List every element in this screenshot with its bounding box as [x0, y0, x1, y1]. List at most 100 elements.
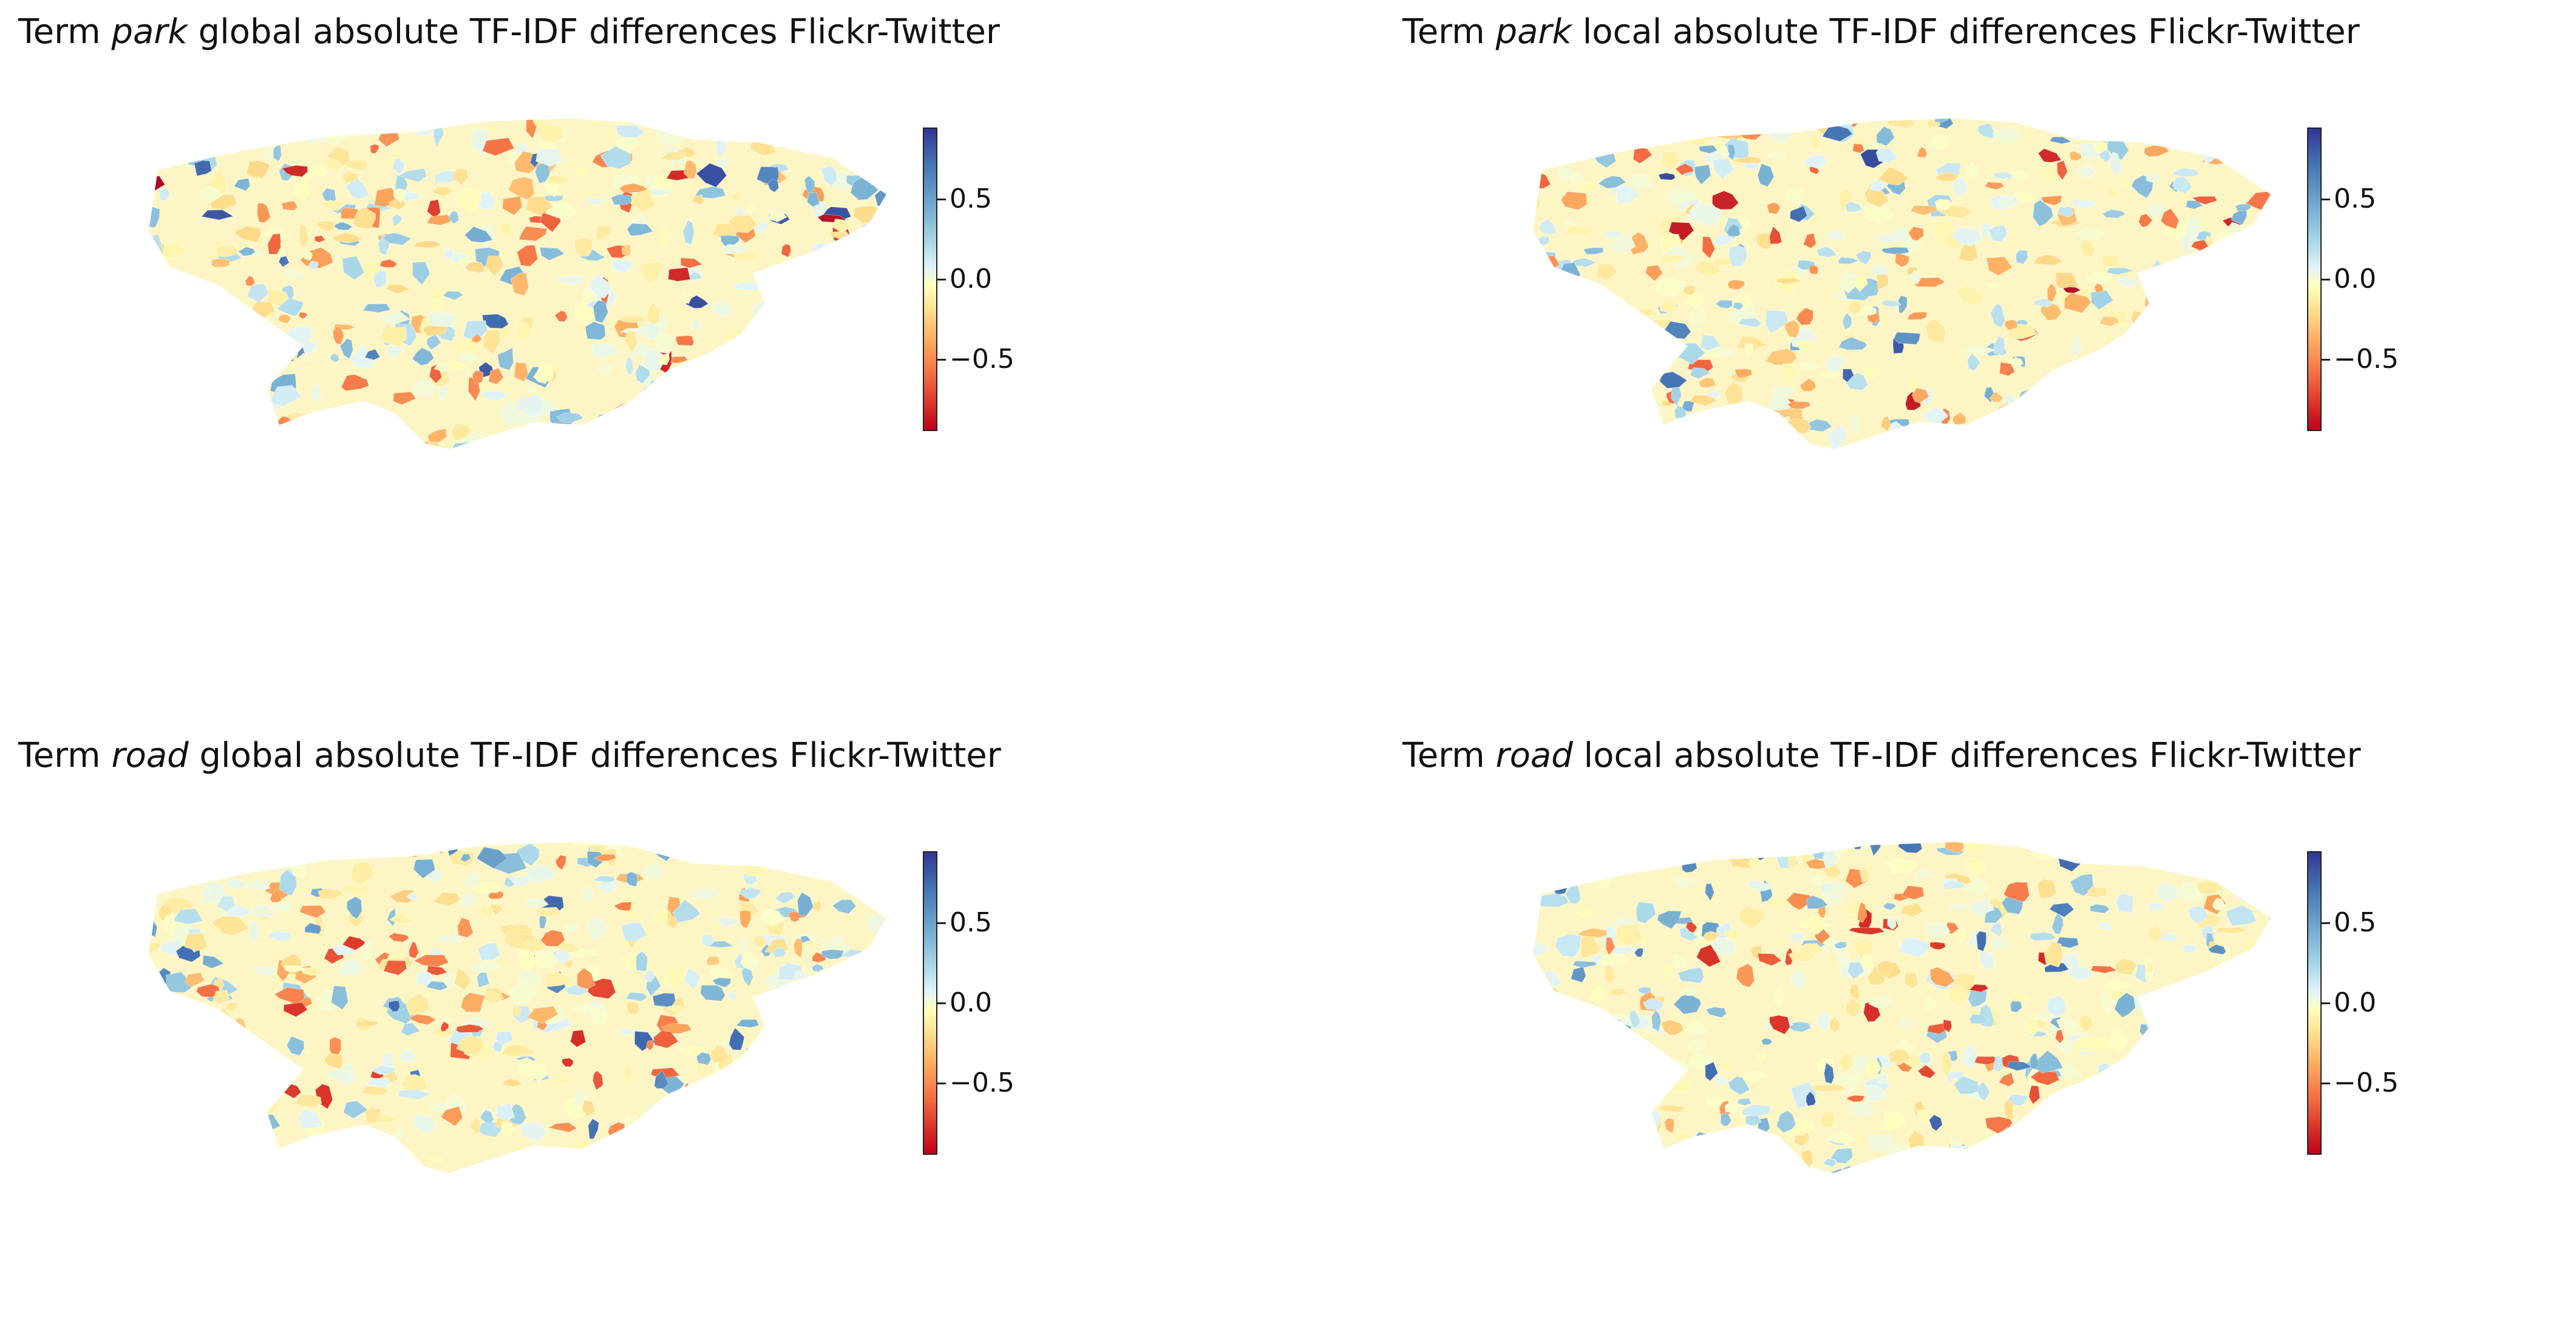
map-region — [1677, 967, 1705, 984]
map-region — [2271, 943, 2281, 957]
map-region — [2106, 267, 2135, 275]
map-region — [739, 909, 752, 929]
map-region — [552, 1075, 569, 1084]
map-region — [668, 267, 691, 282]
map-region — [1738, 906, 1765, 930]
map-region — [1786, 401, 1811, 410]
map-region — [2265, 260, 2271, 276]
map-region — [1776, 1110, 1796, 1134]
map-region — [574, 1089, 585, 1104]
map-region — [2224, 124, 2251, 146]
map-region — [2192, 382, 2214, 396]
map-region — [1775, 277, 1802, 285]
map-region — [774, 296, 784, 320]
map-region — [1842, 1165, 1856, 1173]
map-region — [1968, 987, 1988, 1008]
map-region — [266, 842, 292, 851]
map-region — [2217, 1049, 2233, 1068]
map-region — [1594, 384, 1620, 402]
map-region — [481, 313, 509, 329]
map-region — [1597, 373, 1626, 381]
map-region — [1654, 277, 1685, 297]
map-region — [596, 364, 613, 376]
map-region — [829, 295, 842, 318]
map-region — [644, 842, 658, 848]
map-region — [878, 318, 886, 337]
map-region — [2181, 944, 2198, 953]
map-region — [1790, 932, 1804, 943]
map-region — [425, 981, 449, 991]
map-region — [1786, 892, 1813, 911]
map-region — [1676, 845, 1704, 866]
map-region — [170, 1036, 198, 1049]
map-region — [592, 1070, 604, 1090]
map-region — [689, 850, 724, 862]
map-region — [2073, 120, 2092, 140]
panel-road-global: Term road global absolute TF-IDF differe… — [0, 724, 1288, 1326]
map-region — [2169, 854, 2195, 866]
map-region — [202, 885, 212, 906]
map-region — [847, 1085, 878, 1099]
map-region — [1822, 1158, 1837, 1168]
map-region — [325, 1069, 355, 1083]
map-region — [1583, 1008, 1598, 1027]
colorbar-tick-label: 0.0 — [2334, 264, 2376, 294]
map-region — [1562, 860, 1591, 870]
map-region — [715, 157, 730, 168]
map-region — [822, 301, 849, 315]
map-region — [1852, 842, 1863, 850]
map-region — [435, 935, 465, 943]
map-region — [627, 842, 641, 848]
map-region — [185, 972, 205, 987]
map-region — [1574, 427, 1585, 440]
map-region — [1772, 986, 1785, 1008]
map-region — [2153, 118, 2161, 126]
map-region — [1555, 933, 1582, 957]
map-region — [657, 444, 671, 449]
map-region — [868, 245, 879, 257]
map-region — [2092, 843, 2111, 860]
map-region — [574, 237, 594, 257]
map-region — [837, 379, 852, 386]
map-region — [194, 160, 212, 177]
map-region — [1810, 134, 1820, 154]
map-region — [1635, 324, 1663, 333]
map-region — [2178, 881, 2204, 902]
map-region — [1846, 1095, 1865, 1103]
map-region — [1533, 1154, 1555, 1169]
map-region — [625, 871, 638, 887]
map-region — [2180, 346, 2192, 370]
map-region — [840, 256, 866, 265]
map-region — [820, 386, 833, 401]
map-region — [1986, 256, 2013, 276]
map-region — [790, 390, 815, 403]
map-region — [2158, 1117, 2170, 1145]
map-region — [470, 1117, 481, 1134]
map-region — [317, 848, 332, 858]
map-region — [1539, 976, 1551, 986]
map-region — [2114, 992, 2136, 1018]
map-region — [1701, 334, 1721, 351]
map-region — [1744, 409, 1773, 434]
map-region — [613, 902, 632, 912]
map-region — [1533, 842, 1556, 858]
map-region — [373, 270, 387, 288]
map-region — [1699, 1136, 1722, 1147]
map-region — [1580, 842, 1594, 851]
map-region — [211, 258, 230, 268]
map-region — [862, 381, 886, 393]
map-region — [1933, 220, 1954, 243]
map-region — [268, 842, 296, 852]
map-region — [525, 898, 549, 909]
map-region — [1994, 1136, 2022, 1160]
map-region — [1673, 877, 1698, 888]
map-region — [727, 991, 738, 1001]
map-region — [785, 843, 798, 869]
map-region — [650, 1140, 672, 1151]
map-region — [1733, 302, 1744, 311]
map-region — [642, 862, 665, 879]
map-region — [1784, 187, 1806, 205]
map-region — [2265, 276, 2271, 286]
map-region — [1623, 1159, 1648, 1168]
map-region — [1690, 1136, 1720, 1152]
